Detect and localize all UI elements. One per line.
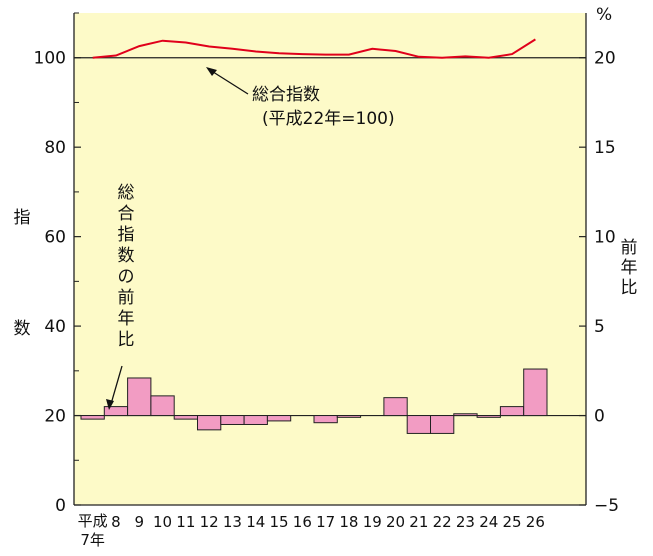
right-axis-unit: % bbox=[596, 5, 612, 25]
category-label: 18 bbox=[339, 513, 358, 531]
bar-annotation-char: 総 bbox=[118, 183, 135, 203]
bar bbox=[453, 413, 478, 417]
bar-annotation-arrowhead bbox=[106, 399, 114, 410]
bar bbox=[80, 415, 105, 420]
bar bbox=[220, 415, 245, 425]
bar bbox=[266, 415, 292, 422]
bar-annotation-char: 合 bbox=[118, 204, 135, 224]
bar bbox=[383, 397, 408, 417]
bar-annotation-char: 比 bbox=[118, 330, 135, 350]
right-axis-label: 年 bbox=[621, 258, 638, 278]
bar bbox=[476, 415, 501, 418]
right-tick-label: −5 bbox=[594, 496, 619, 516]
left-tick-label: 60 bbox=[44, 228, 66, 248]
category-label: 20 bbox=[386, 513, 405, 531]
line-annotation-label: 総合指数 bbox=[252, 85, 320, 105]
bar bbox=[406, 415, 432, 434]
category-label: 23 bbox=[456, 513, 475, 531]
category-label: 12 bbox=[200, 513, 219, 531]
bar-series bbox=[80, 368, 548, 434]
bar bbox=[127, 377, 152, 417]
axes: 0 20 40 60 80 100 −5 0 5 10 15 20% bbox=[34, 5, 620, 516]
category-label: 10 bbox=[153, 513, 172, 531]
left-axis-label: 数 bbox=[14, 319, 31, 339]
right-tick-label: 20 bbox=[594, 49, 616, 69]
line-annotation-sub: (平成22年=100) bbox=[262, 109, 395, 129]
right-axis-label: 比 bbox=[621, 278, 638, 298]
category-label: 19 bbox=[363, 513, 382, 531]
category-label: 22 bbox=[433, 513, 452, 531]
line-annotation-arrowhead bbox=[206, 67, 217, 76]
left-tick-label: 80 bbox=[44, 138, 66, 158]
category-label: 8 bbox=[111, 513, 121, 531]
left-tick-label: 40 bbox=[44, 317, 66, 337]
bar-annotation-char: 指 bbox=[118, 225, 135, 245]
category-label: 13 bbox=[223, 513, 242, 531]
plot-background bbox=[74, 13, 586, 505]
right-tick-label: 10 bbox=[594, 228, 616, 248]
category-label: 15 bbox=[270, 513, 289, 531]
category-label: 26 bbox=[526, 513, 545, 531]
bar-annotation-char: 数 bbox=[118, 246, 135, 266]
bar bbox=[336, 415, 362, 418]
bar bbox=[499, 406, 525, 417]
category-label: 7年 bbox=[80, 531, 105, 549]
left-tick-label: 20 bbox=[44, 407, 66, 427]
category-label: 17 bbox=[316, 513, 335, 531]
category-label: 16 bbox=[293, 513, 312, 531]
right-tick-label: 15 bbox=[594, 138, 616, 158]
bar bbox=[430, 415, 455, 434]
right-axis-label: 前 bbox=[621, 238, 638, 258]
bar bbox=[173, 415, 198, 420]
bar bbox=[243, 415, 268, 425]
category-label: 24 bbox=[479, 513, 498, 531]
bar-annotation-char: 前 bbox=[118, 288, 135, 308]
category-label: 11 bbox=[176, 513, 195, 531]
category-label: 9 bbox=[134, 513, 144, 531]
category-label: 平成 bbox=[78, 512, 108, 530]
bar-annotation-char: 年 bbox=[118, 309, 135, 329]
bar bbox=[197, 415, 222, 431]
right-tick-label: 5 bbox=[594, 317, 605, 337]
right-tick-label: 0 bbox=[594, 407, 605, 427]
line-annotation-arrow bbox=[209, 69, 249, 95]
bar bbox=[150, 395, 175, 417]
bar bbox=[523, 368, 548, 417]
bar bbox=[103, 406, 129, 417]
category-label: 25 bbox=[503, 513, 522, 531]
left-tick-label: 100 bbox=[34, 49, 66, 69]
bar-annotation-char: の bbox=[118, 267, 135, 287]
category-label: 14 bbox=[246, 513, 265, 531]
left-axis-label: 指 bbox=[14, 208, 31, 228]
left-tick-label: 0 bbox=[55, 496, 66, 516]
bar bbox=[313, 415, 338, 424]
line-series-path bbox=[92, 38, 536, 59]
line-series bbox=[92, 38, 536, 59]
bar-annotation-arrow bbox=[110, 365, 123, 405]
category-label: 21 bbox=[409, 513, 428, 531]
